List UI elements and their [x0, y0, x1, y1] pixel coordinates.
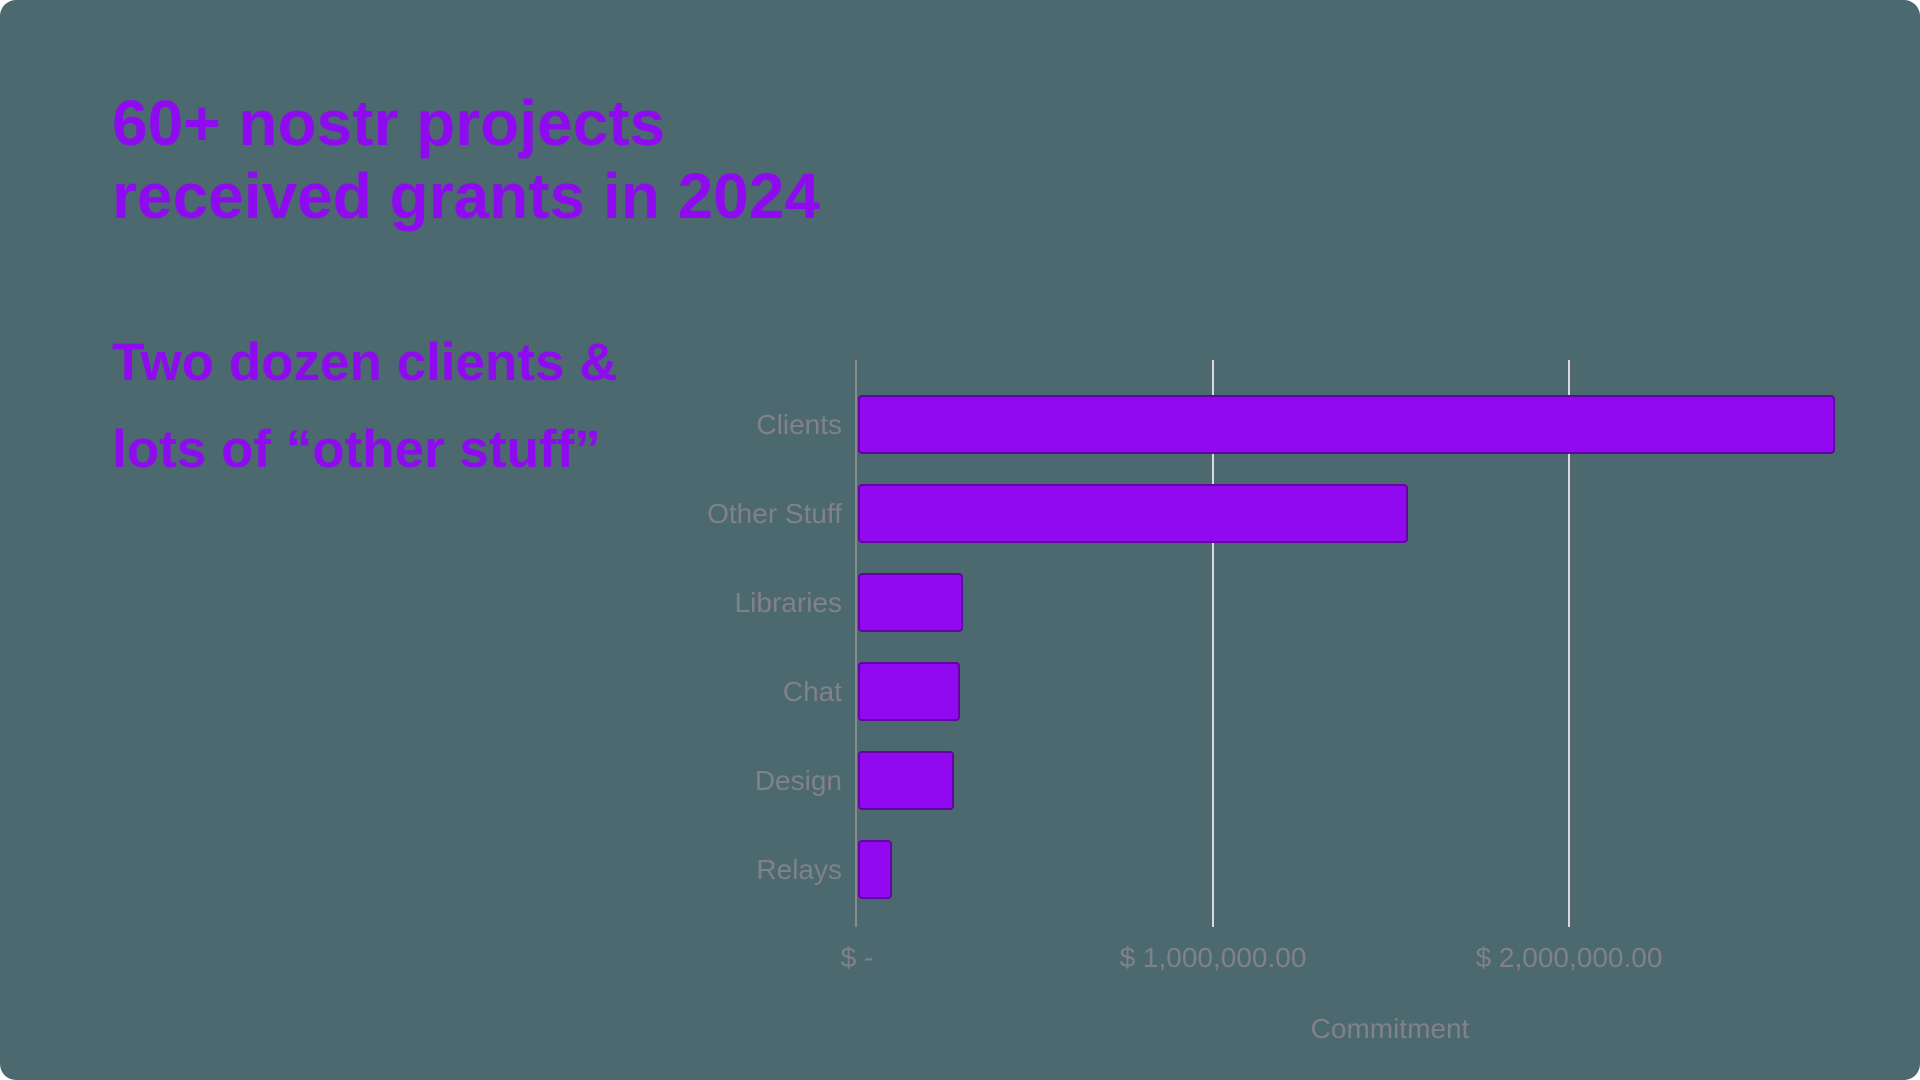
category-label-clients: Clients [756, 409, 842, 440]
bar-clients [858, 395, 1835, 454]
subtitle-line-2: lots of “other stuff” [112, 420, 601, 479]
category-label-libraries: Libraries [734, 587, 842, 618]
category-label-other-stuff: Other Stuff [707, 498, 842, 529]
x-tick-label-2000000: $ 2,000,000.00 [1475, 942, 1663, 973]
bar-other-stuff [858, 484, 1408, 543]
category-label-design: Design [754, 765, 842, 796]
x-axis-title: Commitment [1310, 1013, 1470, 1044]
bar-relays [858, 840, 892, 899]
x-tick-label-1000000: $ 1,000,000.00 [1119, 942, 1307, 973]
title-line-2: received grants in 2024 [112, 160, 820, 232]
x-tick-label-0: $ - [840, 942, 874, 973]
category-label-chat: Chat [782, 676, 842, 707]
subtitle-line-1: Two dozen clients & [112, 333, 618, 392]
category-label-relays: Relays [756, 854, 842, 885]
title-line-1: 60+ nostr projects [112, 87, 666, 159]
gridline-2000000 [1568, 360, 1570, 927]
bar-chat [858, 662, 960, 721]
slide-title: 60+ nostr projects received grants in 20… [112, 87, 820, 233]
slide-subtitle: Two dozen clients & lots of “other stuff… [112, 319, 618, 493]
bar-libraries [858, 573, 963, 632]
bar-design [858, 751, 954, 810]
gridline-1000000 [1212, 360, 1214, 927]
y-axis-line [855, 360, 857, 927]
